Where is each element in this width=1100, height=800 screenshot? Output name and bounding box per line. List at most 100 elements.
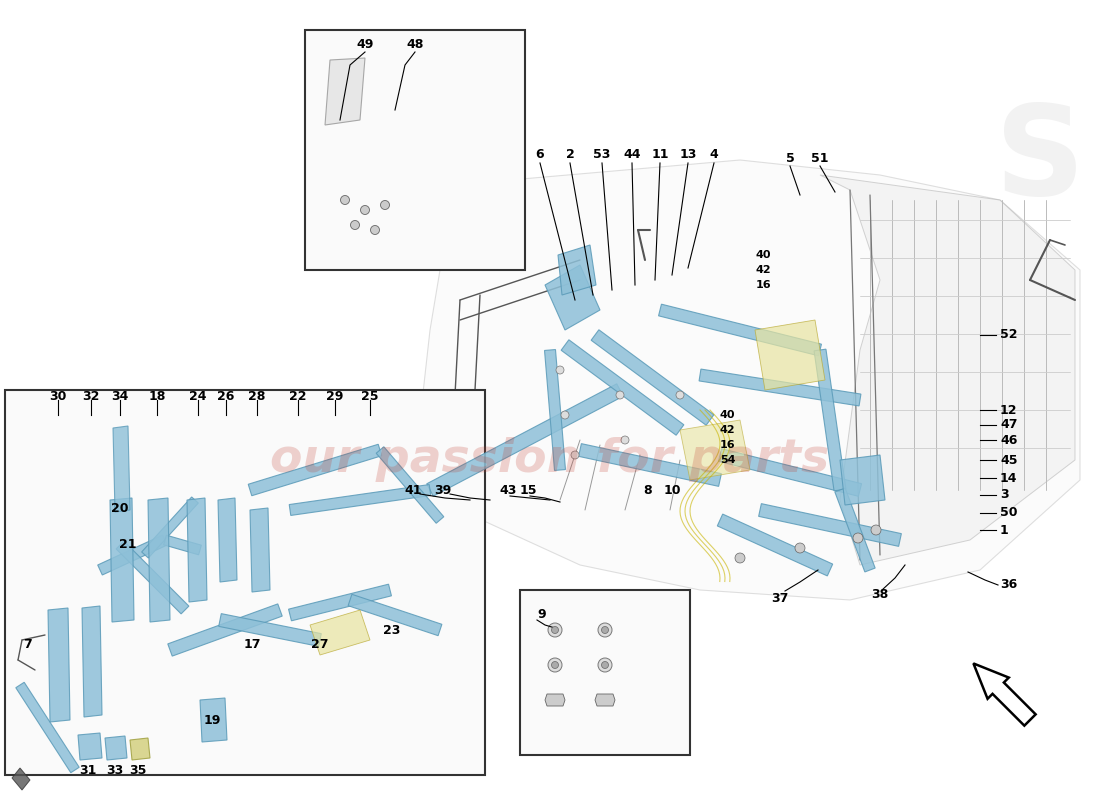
Polygon shape [755,320,825,390]
Polygon shape [579,444,722,486]
Text: 47: 47 [1000,418,1018,431]
Polygon shape [130,738,150,760]
Circle shape [361,206,370,214]
Circle shape [598,623,612,637]
Polygon shape [249,444,382,496]
Circle shape [548,658,562,672]
Text: 46: 46 [1000,434,1018,446]
Circle shape [616,391,624,399]
Text: 20: 20 [111,502,129,514]
Polygon shape [840,455,886,505]
Text: 18: 18 [148,390,166,402]
Text: 45: 45 [1000,454,1018,466]
Text: 51: 51 [812,151,828,165]
Polygon shape [6,390,485,775]
Text: 35: 35 [130,763,146,777]
Polygon shape [520,590,690,755]
Text: 19: 19 [204,714,221,726]
Text: 28: 28 [249,390,266,402]
Text: 24: 24 [189,390,207,402]
Text: 3: 3 [1000,489,1009,502]
Circle shape [561,411,569,419]
Circle shape [548,623,562,637]
Polygon shape [717,514,833,576]
Text: 8: 8 [644,483,652,497]
Circle shape [556,366,564,374]
Text: 4: 4 [710,149,718,162]
Text: 13: 13 [680,149,696,162]
Text: 40: 40 [720,410,736,420]
Text: 37: 37 [771,591,789,605]
Polygon shape [218,498,236,582]
Text: 27: 27 [311,638,329,651]
Circle shape [735,553,745,563]
Text: 25: 25 [361,390,378,402]
Text: 31: 31 [79,763,97,777]
Polygon shape [117,541,189,614]
Polygon shape [561,340,684,435]
Polygon shape [164,535,201,555]
Text: 21: 21 [119,538,136,551]
Text: 11: 11 [651,149,669,162]
Text: 52: 52 [1000,329,1018,342]
Text: 26: 26 [218,390,234,402]
Circle shape [621,436,629,444]
Text: 1: 1 [1000,523,1009,537]
Polygon shape [98,535,167,575]
Polygon shape [348,594,442,636]
Text: 53: 53 [593,149,611,162]
Text: 5: 5 [785,151,794,165]
Polygon shape [142,497,198,558]
Text: 32: 32 [82,390,100,402]
Text: 50: 50 [1000,506,1018,519]
Circle shape [871,525,881,535]
Polygon shape [420,160,1080,600]
Polygon shape [219,614,321,646]
Text: 34: 34 [111,390,129,402]
Text: 48: 48 [406,38,424,51]
Polygon shape [376,446,443,523]
Circle shape [602,662,608,669]
Polygon shape [659,304,822,356]
Polygon shape [700,369,861,406]
Polygon shape [148,498,170,622]
Circle shape [551,626,559,634]
Text: 23: 23 [383,623,400,637]
Circle shape [341,195,350,205]
Polygon shape [15,682,79,773]
Text: 22: 22 [289,390,307,402]
Text: 43: 43 [499,483,517,497]
Polygon shape [759,504,901,546]
Polygon shape [289,485,431,515]
Polygon shape [104,736,126,760]
Text: 16: 16 [756,280,771,290]
Polygon shape [595,694,615,706]
Polygon shape [48,608,70,722]
Text: 49: 49 [356,38,374,51]
Circle shape [602,626,608,634]
Polygon shape [12,768,30,790]
Text: 16: 16 [720,440,736,450]
Text: 29: 29 [327,390,343,402]
Polygon shape [82,606,102,717]
Text: 6: 6 [536,149,544,162]
Circle shape [351,221,360,230]
Text: 33: 33 [107,763,123,777]
Circle shape [551,662,559,669]
Text: 44: 44 [624,149,640,162]
Text: 12: 12 [1000,403,1018,417]
Polygon shape [974,663,1036,726]
Circle shape [381,201,389,210]
Polygon shape [835,488,876,572]
Polygon shape [78,733,102,760]
Polygon shape [680,420,750,480]
Polygon shape [820,175,1075,565]
Polygon shape [168,604,283,656]
Polygon shape [187,498,207,602]
Polygon shape [544,265,600,330]
Text: 10: 10 [663,483,681,497]
Polygon shape [544,694,565,706]
Polygon shape [250,508,270,592]
Polygon shape [288,584,392,621]
Circle shape [795,543,805,553]
